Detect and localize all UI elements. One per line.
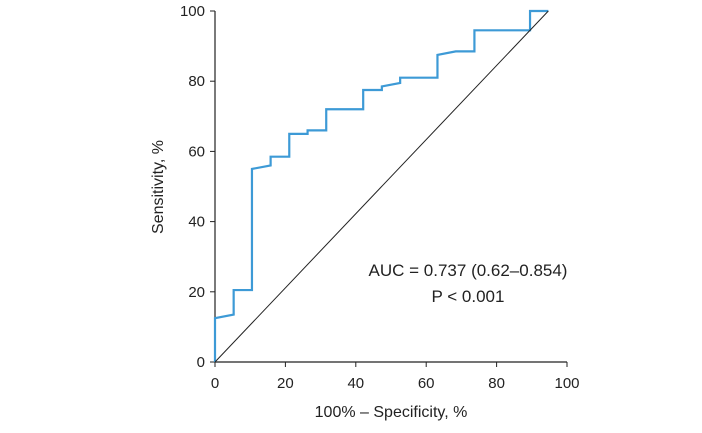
x-tick-label: 40 bbox=[347, 375, 364, 392]
plot-area bbox=[213, 9, 549, 363]
roc-curve bbox=[213, 9, 549, 362]
x-tick-label: 0 bbox=[211, 375, 219, 392]
p-value-annotation: P < 0.001 bbox=[432, 287, 505, 306]
ticks: 0 20 40 60 80 100 0 20 40 60 80 100 bbox=[180, 3, 580, 392]
y-tick-label: 60 bbox=[188, 143, 205, 160]
y-tick-label: 80 bbox=[188, 73, 205, 90]
y-tick-label: 40 bbox=[188, 214, 205, 231]
x-tick-label: 20 bbox=[277, 375, 294, 392]
x-tick-label: 60 bbox=[418, 375, 435, 392]
y-axis-label: Sensitivity, % bbox=[150, 140, 167, 234]
y-tick-label: 20 bbox=[188, 284, 205, 301]
axes bbox=[214, 11, 567, 363]
auc-annotation: AUC = 0.737 (0.62–0.854) bbox=[369, 261, 568, 280]
x-tick-label: 80 bbox=[488, 375, 505, 392]
x-axis-label: 100% – Specificity, % bbox=[315, 404, 468, 421]
y-tick-label: 100 bbox=[180, 3, 205, 20]
x-tick-label: 100 bbox=[554, 375, 579, 392]
reference-line bbox=[214, 10, 549, 363]
y-tick-label: 0 bbox=[197, 354, 205, 371]
